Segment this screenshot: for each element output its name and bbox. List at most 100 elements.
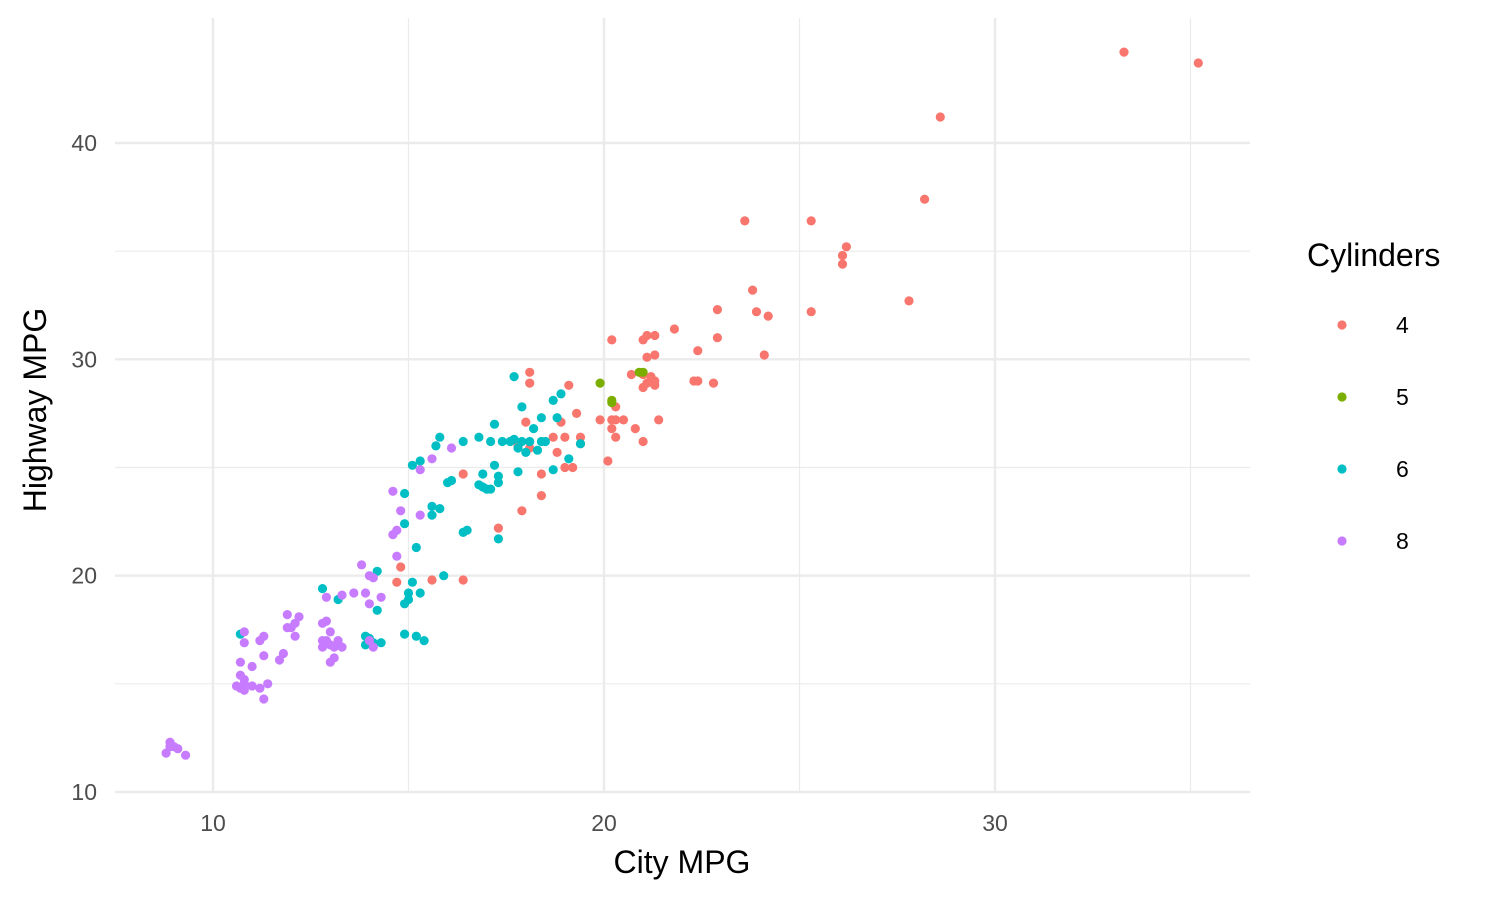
data-point-cyl-8 bbox=[337, 642, 347, 652]
data-point-cyl-6 bbox=[489, 419, 500, 429]
data-point-cyl-8 bbox=[255, 683, 265, 693]
data-point-cyl-6 bbox=[540, 436, 551, 447]
data-point-cyl-4 bbox=[712, 305, 723, 315]
data-point-cyl-6 bbox=[513, 467, 523, 477]
data-point-cyl-6 bbox=[513, 443, 523, 453]
legend-key-8 bbox=[1337, 536, 1347, 546]
data-point-cyl-4 bbox=[806, 307, 816, 317]
data-point-cyl-6 bbox=[411, 542, 421, 553]
data-point-cyl-8 bbox=[286, 623, 296, 633]
data-point-cyl-8 bbox=[282, 610, 292, 620]
data-point-cyl-6 bbox=[548, 395, 558, 405]
data-point-cyl-5 bbox=[595, 378, 605, 388]
data-point-cyl-6 bbox=[493, 478, 503, 488]
data-point-cyl-8 bbox=[376, 592, 386, 602]
data-point-cyl-4 bbox=[650, 380, 660, 390]
x-tick-label: 10 bbox=[200, 810, 226, 836]
data-point-cyl-4 bbox=[669, 324, 680, 334]
data-point-cyl-6 bbox=[400, 519, 410, 529]
data-point-cyl-4 bbox=[607, 335, 617, 345]
data-point-cyl-6 bbox=[403, 588, 414, 598]
data-point-cyl-4 bbox=[572, 408, 582, 418]
data-point-cyl-4 bbox=[607, 415, 617, 425]
data-point-cyl-4 bbox=[763, 311, 773, 321]
y-tick-label: 20 bbox=[71, 563, 97, 589]
data-point-cyl-4 bbox=[630, 424, 640, 434]
data-point-cyl-8 bbox=[239, 638, 249, 648]
data-point-cyl-6 bbox=[486, 436, 496, 447]
data-point-cyl-4 bbox=[1193, 58, 1203, 68]
data-point-cyl-8 bbox=[247, 681, 257, 691]
data-point-cyl-6 bbox=[415, 456, 425, 466]
data-point-cyl-8 bbox=[368, 642, 378, 652]
data-point-cyl-8 bbox=[337, 590, 347, 600]
data-point-cyl-8 bbox=[255, 636, 265, 646]
data-point-cyl-4 bbox=[603, 456, 613, 466]
data-point-cyl-4 bbox=[837, 259, 848, 269]
data-point-cyl-4 bbox=[748, 285, 758, 295]
y-tick-label: 30 bbox=[71, 346, 97, 372]
data-point-cyl-4 bbox=[650, 330, 660, 341]
data-point-cyl-6 bbox=[427, 510, 437, 520]
data-point-cyl-6 bbox=[419, 636, 429, 646]
legend-label-8: 8 bbox=[1396, 528, 1409, 554]
data-point-cyl-6 bbox=[439, 571, 449, 581]
data-point-cyl-8 bbox=[415, 465, 425, 475]
data-point-cyl-4 bbox=[935, 112, 945, 122]
data-point-cyl-4 bbox=[712, 333, 723, 343]
data-point-cyl-8 bbox=[364, 599, 374, 609]
data-point-cyl-8 bbox=[396, 506, 406, 516]
x-tick-label: 30 bbox=[982, 810, 1008, 836]
data-point-cyl-4 bbox=[525, 367, 535, 377]
data-point-cyl-4 bbox=[837, 250, 848, 261]
data-point-cyl-4 bbox=[638, 335, 648, 345]
data-point-cyl-4 bbox=[618, 415, 629, 425]
data-point-cyl-4 bbox=[751, 307, 762, 317]
data-point-cyl-4 bbox=[458, 575, 468, 585]
data-point-cyl-8 bbox=[415, 510, 425, 520]
data-point-cyl-8 bbox=[349, 588, 359, 598]
data-point-cyl-4 bbox=[536, 469, 547, 479]
data-point-cyl-8 bbox=[329, 642, 339, 652]
data-point-cyl-4 bbox=[708, 378, 719, 388]
data-point-cyl-8 bbox=[231, 681, 242, 691]
data-point-cyl-4 bbox=[458, 469, 468, 479]
data-point-cyl-6 bbox=[505, 436, 515, 447]
data-point-cyl-8 bbox=[263, 679, 273, 689]
x-axis-tick-labels: 10 20 30 bbox=[200, 810, 1008, 836]
data-point-cyl-4 bbox=[642, 352, 652, 362]
data-point-cyl-4 bbox=[689, 376, 699, 386]
data-point-cyl-6 bbox=[556, 389, 566, 399]
data-point-cyl-4 bbox=[607, 424, 617, 434]
y-axis-tick-labels: 10 20 30 40 bbox=[71, 130, 97, 805]
data-point-cyl-4 bbox=[904, 296, 914, 306]
data-point-cyl-6 bbox=[431, 441, 441, 451]
data-point-cyl-4 bbox=[564, 380, 574, 390]
data-point-cyl-8 bbox=[247, 661, 257, 672]
legend-title: Cylinders bbox=[1307, 237, 1440, 273]
data-point-cyl-8 bbox=[259, 694, 269, 704]
data-point-cyl-6 bbox=[564, 454, 574, 464]
data-points bbox=[161, 47, 1203, 760]
data-point-cyl-6 bbox=[415, 588, 425, 598]
data-point-cyl-4 bbox=[548, 432, 558, 442]
data-point-cyl-5 bbox=[607, 398, 617, 408]
data-point-cyl-4 bbox=[560, 432, 570, 442]
data-point-cyl-6 bbox=[474, 432, 484, 442]
y-axis-title: Highway MPG bbox=[17, 308, 53, 513]
data-point-cyl-4 bbox=[427, 575, 437, 585]
data-point-cyl-6 bbox=[497, 436, 507, 447]
data-point-cyl-8 bbox=[239, 685, 249, 695]
data-point-cyl-6 bbox=[427, 501, 437, 511]
data-point-cyl-6 bbox=[486, 484, 496, 494]
data-point-cyl-6 bbox=[435, 432, 445, 442]
data-point-cyl-8 bbox=[173, 744, 183, 754]
data-point-cyl-4 bbox=[517, 506, 527, 516]
data-point-cyl-4 bbox=[493, 523, 503, 533]
legend-label-4: 4 bbox=[1396, 312, 1409, 338]
data-point-cyl-4 bbox=[806, 216, 816, 226]
data-point-cyl-8 bbox=[259, 651, 269, 661]
data-point-cyl-4 bbox=[1119, 47, 1129, 57]
data-point-cyl-6 bbox=[443, 478, 453, 488]
data-point-cyl-6 bbox=[478, 469, 488, 479]
